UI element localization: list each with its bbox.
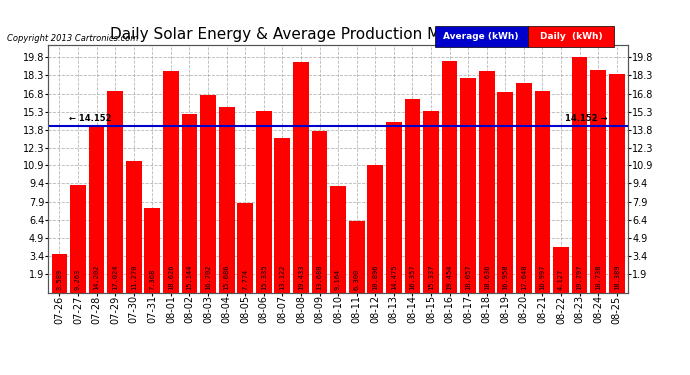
- Text: 4.127: 4.127: [558, 269, 564, 290]
- Text: 17.024: 17.024: [112, 265, 118, 290]
- Text: 3.589: 3.589: [57, 269, 63, 290]
- Bar: [163, 71, 179, 297]
- Bar: [126, 160, 141, 297]
- Text: 15.144: 15.144: [186, 265, 193, 290]
- Bar: [219, 107, 235, 297]
- Text: 14.152 →: 14.152 →: [565, 114, 607, 123]
- Text: 16.702: 16.702: [205, 265, 211, 290]
- Bar: [200, 95, 216, 297]
- Bar: [479, 71, 495, 297]
- Text: 15.337: 15.337: [428, 265, 434, 290]
- Bar: [497, 92, 513, 297]
- Bar: [442, 62, 457, 297]
- Text: 14.202: 14.202: [94, 265, 99, 290]
- Text: 13.122: 13.122: [279, 265, 286, 290]
- Bar: [293, 62, 309, 297]
- Bar: [89, 125, 104, 297]
- Text: 19.454: 19.454: [446, 265, 453, 290]
- Text: Copyright 2013 Cartronics.com: Copyright 2013 Cartronics.com: [7, 34, 138, 43]
- Bar: [52, 254, 68, 297]
- Text: 18.636: 18.636: [484, 265, 490, 290]
- Text: 6.300: 6.300: [354, 269, 359, 290]
- Bar: [237, 203, 253, 297]
- Bar: [256, 111, 272, 297]
- Bar: [70, 185, 86, 297]
- Text: 9.263: 9.263: [75, 269, 81, 290]
- Bar: [535, 91, 551, 297]
- Text: ← 14.152: ← 14.152: [69, 114, 111, 123]
- Text: 18.389: 18.389: [613, 265, 620, 290]
- Bar: [404, 99, 420, 297]
- Text: 10.896: 10.896: [372, 265, 378, 290]
- Bar: [572, 57, 587, 297]
- Bar: [275, 138, 290, 297]
- Title: Daily Solar Energy & Average Production Mon Aug 26 06:26: Daily Solar Energy & Average Production …: [110, 27, 566, 42]
- Bar: [348, 221, 364, 297]
- Text: 15.335: 15.335: [261, 265, 267, 290]
- Text: 18.057: 18.057: [465, 265, 471, 290]
- Text: 17.648: 17.648: [521, 265, 527, 290]
- Text: 14.475: 14.475: [391, 265, 397, 290]
- Text: 19.797: 19.797: [577, 265, 582, 290]
- Bar: [460, 78, 476, 297]
- Text: 16.357: 16.357: [409, 265, 415, 290]
- Text: 7.368: 7.368: [149, 269, 155, 290]
- Bar: [331, 186, 346, 297]
- Text: 19.433: 19.433: [298, 265, 304, 290]
- Bar: [312, 131, 328, 297]
- Text: 7.774: 7.774: [242, 269, 248, 290]
- Text: 9.164: 9.164: [335, 269, 341, 290]
- Bar: [423, 111, 439, 297]
- Bar: [516, 83, 532, 297]
- Bar: [181, 114, 197, 297]
- Text: 18.738: 18.738: [595, 265, 601, 290]
- Text: Daily  (kWh): Daily (kWh): [540, 32, 602, 41]
- Bar: [386, 122, 402, 297]
- Bar: [609, 74, 624, 297]
- Text: 18.626: 18.626: [168, 265, 174, 290]
- Text: 11.270: 11.270: [130, 265, 137, 290]
- Bar: [590, 70, 606, 297]
- Bar: [553, 247, 569, 297]
- Text: 13.688: 13.688: [317, 265, 322, 290]
- Bar: [107, 91, 123, 297]
- Bar: [144, 208, 160, 297]
- Text: 16.958: 16.958: [502, 265, 509, 290]
- Bar: [367, 165, 383, 297]
- Text: 16.997: 16.997: [540, 265, 546, 290]
- Text: Average (kWh): Average (kWh): [443, 32, 519, 41]
- Text: 15.686: 15.686: [224, 265, 230, 290]
